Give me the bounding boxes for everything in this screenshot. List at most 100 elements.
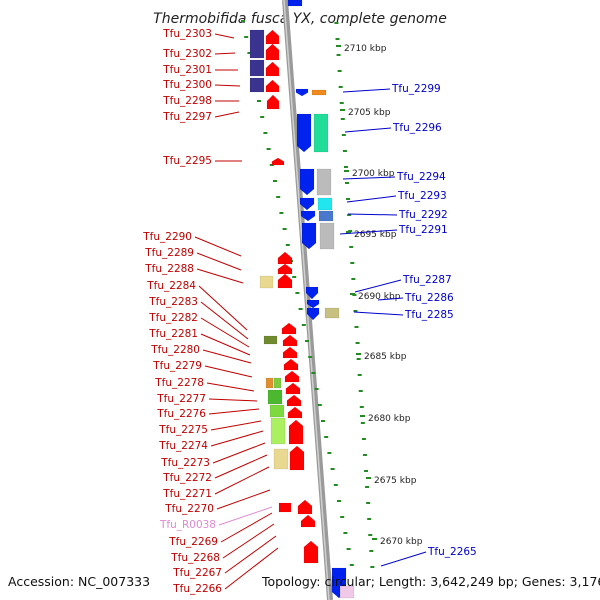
leader-line	[353, 311, 404, 316]
gene-label-right[interactable]: Tfu_2291	[398, 224, 448, 236]
gene-label-right[interactable]: Tfu_2287	[402, 274, 452, 286]
gene-feature	[319, 222, 335, 250]
tick-mark	[358, 390, 363, 392]
gene-label-right[interactable]: Tfu_2296	[392, 122, 442, 134]
gene-label-right[interactable]: Tfu_2293	[397, 190, 447, 202]
gene-label-left[interactable]: Tfu_2272	[162, 472, 212, 484]
gene-label-left[interactable]: Tfu_2274	[158, 440, 208, 452]
gene-label-left[interactable]: Tfu_2288	[144, 263, 194, 275]
tick-mark	[353, 310, 358, 312]
tick-mark	[357, 374, 362, 376]
gene-label-left[interactable]: Tfu_2297	[162, 111, 212, 123]
gene-feature	[295, 88, 309, 97]
gene-feature	[265, 43, 280, 61]
gene-label-left[interactable]: Tfu_2280	[150, 344, 200, 356]
gene-feature	[249, 29, 265, 59]
tick-mark	[292, 276, 297, 278]
tick-mark	[340, 118, 345, 120]
tick-mark	[337, 70, 342, 72]
gene-label-left[interactable]: Tfu_2271	[162, 488, 212, 500]
gene-label-left[interactable]: Tfu_2278	[154, 377, 204, 389]
tick-mark	[333, 484, 338, 486]
gene-feature	[249, 77, 265, 93]
leader-line	[346, 195, 397, 203]
gene-label-left[interactable]: Tfu_2298	[162, 95, 212, 107]
tick-mark	[338, 86, 343, 88]
leader-line	[208, 398, 258, 402]
tick-mark	[346, 548, 351, 550]
gene-label-right[interactable]: Tfu_2285	[404, 309, 454, 321]
gene-feature	[306, 299, 320, 309]
gene-label-left[interactable]: Tfu_2273	[160, 457, 210, 469]
gene-feature	[278, 502, 292, 513]
leader-line	[347, 213, 398, 216]
gene-label-left[interactable]: Tfu_2267	[172, 567, 222, 579]
gene-label-left[interactable]: Tfu_2279	[152, 360, 202, 372]
map-title: Thermobifida fusca YX, complete genome	[153, 11, 447, 27]
gene-label-left[interactable]: Tfu_2295	[162, 155, 212, 167]
accession-text: Accession: NC_007333	[8, 574, 151, 589]
tick-mark	[244, 36, 249, 38]
leader-line	[204, 365, 253, 378]
tick-mark	[350, 262, 355, 264]
gene-feature	[273, 448, 289, 470]
gene-label-right[interactable]: Tfu_2286	[404, 292, 454, 304]
gene-label-left[interactable]: Tfu_2289	[144, 247, 194, 259]
tick-mark	[356, 358, 361, 360]
tick-mark	[279, 212, 284, 214]
scale-track: 2710 kbp 2705 kbp 2700 kbp 2695 kbp 2690 kbp…	[336, 44, 423, 547]
gene-label-left[interactable]: Tfu_2300	[162, 79, 212, 91]
gene-label-left[interactable]: Tfu_2277	[156, 393, 206, 405]
gene-label-left[interactable]: Tfu_2270	[164, 503, 214, 515]
gene-feature	[300, 514, 316, 528]
tick-mark	[305, 340, 309, 342]
gene-feature	[311, 89, 327, 96]
gene-feature	[313, 113, 329, 153]
gene-label-right[interactable]: Tfu_2265	[427, 546, 477, 558]
gene-label-right[interactable]: Tfu_2292	[398, 209, 448, 221]
gene-label-left[interactable]: Tfu_2301	[162, 64, 212, 76]
tick-mark	[341, 134, 346, 136]
leader-line	[220, 512, 273, 543]
tick-mark	[285, 244, 290, 246]
gene-label-left[interactable]: Tfu_2282	[148, 312, 198, 324]
gene-label-left[interactable]: Tfu_2290	[142, 231, 192, 243]
gene-label-left[interactable]: Tfu_2269	[168, 536, 218, 548]
gene-label-left[interactable]: Tfu_2276	[156, 408, 206, 420]
tick-mark	[276, 196, 281, 198]
scale-label: 2710 kbp	[344, 44, 387, 54]
gene-label-left[interactable]: Tfu_R0038	[159, 519, 216, 531]
leader-line	[214, 84, 241, 87]
gene-label-left[interactable]: Tfu_2302	[162, 48, 212, 60]
tick-mark	[361, 438, 366, 440]
gene-label-left[interactable]: Tfu_2281	[148, 328, 198, 340]
tick-mark	[343, 532, 348, 534]
gene-label-left[interactable]: Tfu_2303	[162, 28, 212, 40]
tick-mark	[263, 132, 268, 134]
tick-mark	[314, 388, 319, 390]
scale-tick	[336, 45, 341, 47]
tick-mark	[367, 518, 372, 520]
leader-line	[206, 382, 255, 392]
tick-mark	[311, 372, 316, 374]
tick-mark	[355, 342, 360, 344]
gene-feature	[273, 377, 282, 389]
gene-label-left[interactable]: Tfu_2275	[158, 424, 208, 436]
leader-line	[214, 52, 236, 55]
gene-label-left[interactable]: Tfu_2284	[146, 280, 196, 292]
gene-feature	[277, 251, 293, 265]
gene-feature	[282, 346, 298, 359]
leader-line	[377, 297, 404, 301]
gene-label-right[interactable]: Tfu_2294	[396, 171, 446, 183]
tick-mark	[337, 500, 341, 502]
leader-line	[200, 301, 249, 340]
gene-label-left[interactable]: Tfu_2268	[170, 552, 220, 564]
tick-mark	[359, 406, 364, 408]
leader-line	[202, 349, 252, 364]
gene-label-left[interactable]: Tfu_2283	[148, 296, 198, 308]
leader-line	[210, 420, 262, 431]
gene-label-left[interactable]: Tfu_2266	[172, 583, 222, 595]
gene-label-right[interactable]: Tfu_2299	[391, 83, 441, 95]
gene-feature	[287, 406, 303, 419]
tick-mark	[362, 454, 367, 456]
